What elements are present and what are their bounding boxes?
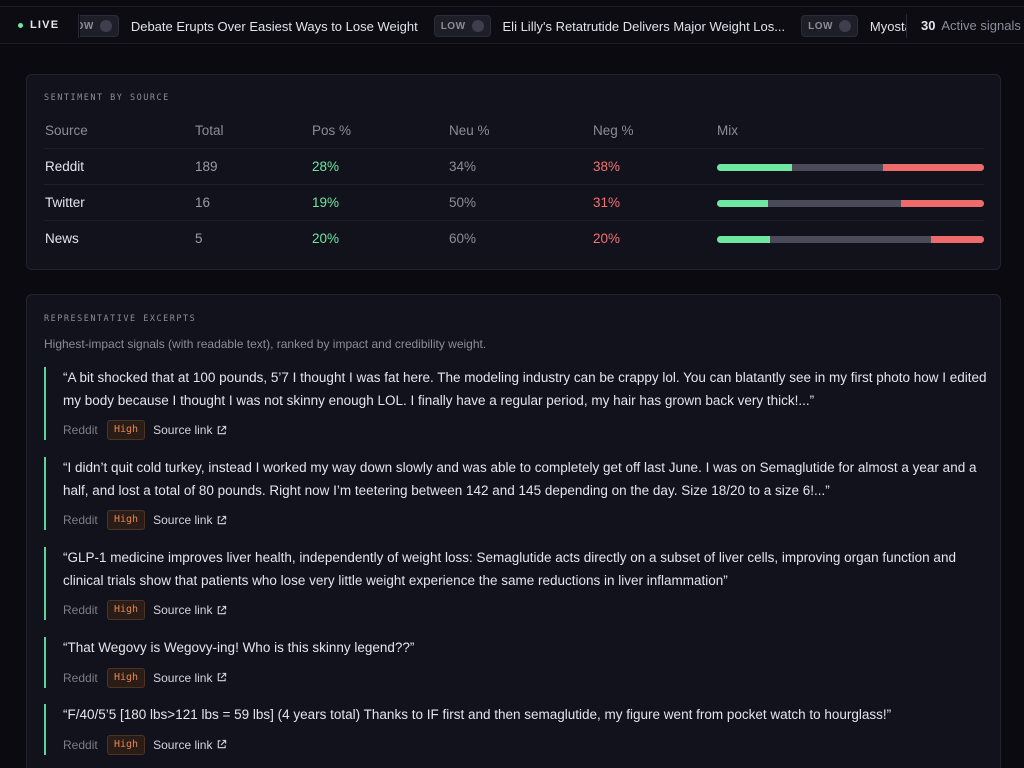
cell-source: Reddit — [45, 159, 85, 174]
live-dot-icon — [18, 22, 23, 28]
excerpt-item: “F/40/5’5 [180 lbs>121 lbs = 59 lbs] (4 … — [44, 704, 989, 755]
active-label: Active signals — [941, 18, 1021, 33]
mix-neutral-segment — [770, 236, 931, 243]
ticker-track: LOW Debate Erupts Over Easiest Ways to L… — [80, 7, 906, 43]
ticker-item[interactable]: LOW Eli Lilly's Retatrutide Delivers Maj… — [433, 15, 786, 37]
cell-total: 5 — [195, 231, 203, 246]
toggle-knob-icon — [838, 20, 851, 32]
ticker-item-title: Eli Lilly's Retatrutide Delivers Major W… — [502, 18, 786, 34]
cell-pos: 20% — [312, 231, 340, 246]
column-header-pos: Pos % — [312, 123, 352, 138]
excerpt-text: “That Wegovy is Wegovy-ing! Who is this … — [63, 640, 415, 655]
external-link-icon — [218, 605, 227, 614]
excerpt-source: Reddit — [63, 737, 98, 752]
ticker-item-title: Myostatin Inhibitors — [869, 18, 906, 34]
mix-negative-segment — [930, 236, 984, 243]
cell-neu: 50% — [449, 195, 477, 210]
sentiment-by-source-card: SENTIMENT BY SOURCE Source Total Pos % N… — [26, 74, 1001, 270]
severity-badge: LOW — [801, 15, 858, 37]
table-row: Reddit 189 28% 34% 38% — [44, 149, 984, 185]
mix-negative-segment — [901, 200, 984, 207]
excerpt-source: Reddit — [63, 423, 98, 437]
cell-neg: 38% — [593, 159, 621, 174]
live-ticker-bar: LIVE LOW Debate Erupts Over Easiest Ways… — [0, 6, 1024, 44]
excerpt-item: “That Wegovy is Wegovy-ing! Who is this … — [44, 637, 989, 688]
excerpt-item: “I didn’t quit cold turkey, instead I wo… — [44, 457, 989, 530]
cell-source: Twitter — [45, 195, 85, 210]
external-link-icon — [218, 515, 227, 524]
divider — [78, 14, 79, 38]
section-heading: SENTIMENT BY SOURCE — [44, 93, 170, 103]
impact-badge: High — [107, 734, 146, 755]
table-row: Twitter 16 19% 50% 31% — [44, 185, 984, 221]
external-link-icon — [218, 739, 227, 749]
mix-positive-segment — [717, 236, 771, 243]
sentiment-mix-bar — [717, 236, 984, 243]
excerpt-text: “GLP-1 medicine improves liver health, i… — [63, 550, 956, 588]
cell-neg: 31% — [593, 195, 621, 210]
mix-negative-segment — [882, 164, 984, 171]
toggle-knob-icon — [99, 20, 112, 32]
impact-badge: High — [107, 667, 146, 688]
cell-total: 189 — [195, 159, 218, 174]
impact-badge: High — [107, 510, 146, 530]
sentiment-mix-bar — [717, 200, 984, 207]
mix-positive-segment — [717, 200, 768, 207]
column-header-neu: Neu % — [449, 123, 490, 138]
excerpt-text: “F/40/5’5 [180 lbs>121 lbs = 59 lbs] (4 … — [63, 707, 892, 722]
impact-badge: High — [107, 600, 146, 620]
sentiment-table: Source Total Pos % Neu % Neg % Mix Reddi… — [44, 113, 984, 257]
mix-neutral-segment — [767, 200, 902, 207]
live-label: LIVE — [30, 19, 60, 31]
cell-pos: 28% — [312, 159, 340, 174]
source-link[interactable]: Source link — [153, 603, 227, 617]
ticker-item[interactable]: LOW Debate Erupts Over Easiest Ways to L… — [80, 15, 418, 37]
source-link[interactable]: Source link — [153, 671, 227, 685]
cell-source: News — [45, 231, 79, 246]
column-header-mix: Mix — [717, 123, 738, 138]
active-count: 30 — [921, 18, 936, 33]
ticker-item-title: Debate Erupts Over Easiest Ways to Lose … — [130, 18, 418, 34]
toggle-knob-icon — [471, 20, 484, 32]
column-header-source: Source — [45, 123, 88, 138]
excerpt-item: “A bit shocked that at 100 pounds, 5’7 I… — [44, 367, 989, 440]
cell-total: 16 — [195, 195, 211, 210]
representative-excerpts-card: REPRESENTATIVE EXCERPTS Highest-impact s… — [26, 294, 1001, 768]
source-link[interactable]: Source link — [153, 423, 227, 437]
excerpt-source: Reddit — [63, 603, 98, 617]
column-header-neg: Neg % — [593, 123, 634, 138]
excerpt-text: “I didn’t quit cold turkey, instead I wo… — [63, 460, 977, 498]
column-header-total: Total — [195, 123, 224, 138]
severity-badge: LOW — [80, 15, 119, 37]
table-row: News 5 20% 60% 20% — [44, 221, 984, 257]
impact-badge: High — [107, 420, 146, 440]
mix-neutral-segment — [791, 164, 883, 171]
sentiment-mix-bar — [717, 164, 984, 171]
table-header-row: Source Total Pos % Neu % Neg % Mix — [44, 113, 984, 149]
active-signals-count: 30 Active signals — [921, 18, 1021, 33]
external-link-icon — [218, 425, 227, 434]
severity-badge: LOW — [433, 15, 491, 37]
cell-neu: 60% — [449, 231, 477, 246]
cell-neu: 34% — [449, 159, 477, 174]
source-link[interactable]: Source link — [153, 738, 227, 752]
live-indicator: LIVE — [18, 19, 59, 31]
mix-positive-segment — [717, 164, 792, 171]
source-link[interactable]: Source link — [153, 513, 227, 527]
cell-pos: 19% — [312, 195, 340, 210]
excerpt-item: “GLP-1 medicine improves liver health, i… — [44, 547, 989, 620]
excerpt-source: Reddit — [63, 513, 98, 527]
external-link-icon — [218, 672, 227, 682]
cell-neg: 20% — [593, 231, 621, 246]
section-subtitle: Highest-impact signals (with readable te… — [44, 337, 487, 351]
excerpt-text: “A bit shocked that at 100 pounds, 5’7 I… — [63, 370, 987, 408]
divider — [906, 14, 907, 38]
ticker-item[interactable]: LOW Myostatin Inhibitors — [801, 15, 906, 37]
excerpt-source: Reddit — [63, 670, 98, 685]
section-heading: REPRESENTATIVE EXCERPTS — [44, 314, 197, 324]
